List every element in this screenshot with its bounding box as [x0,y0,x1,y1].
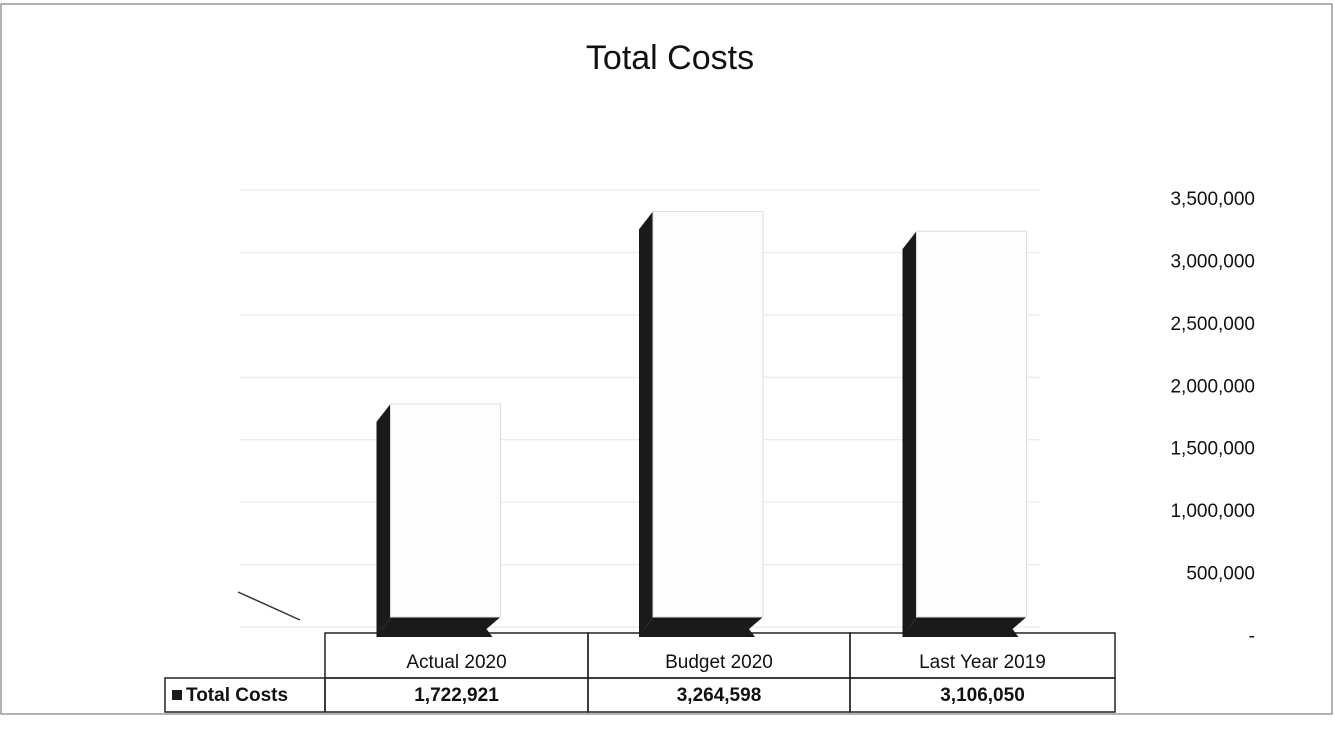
data-label: 1,722,921 [414,685,499,706]
x-tick-label: Last Year 2019 [919,652,1046,673]
bar-floor [639,617,763,637]
bar-floor-shadow [639,617,659,637]
y-tick-label: 2,500,000 [1170,314,1255,335]
x-tick-label: Budget 2020 [665,652,773,673]
y-tick-label: 1,500,000 [1170,439,1255,460]
y-tick-label: 500,000 [1186,564,1255,585]
y-tick-label: 2,000,000 [1170,376,1255,397]
y-tick-label: - [1249,626,1255,647]
bar-floor [376,617,501,637]
bar-side [376,403,391,637]
table-cell [849,677,1116,713]
chart-title: Total Costs [586,39,754,77]
data-label: 3,106,050 [940,685,1025,706]
x-tick-label: Actual 2020 [406,652,506,673]
bar-floor-shadow [902,617,923,637]
bar-floor-shadow [376,617,397,637]
bar [916,230,1027,618]
data-label: 3,264,598 [677,685,762,706]
y-tick-label: 3,000,000 [1170,251,1255,272]
legend-swatch [172,690,182,700]
y-tick-label: 3,500,000 [1170,189,1255,210]
y-tick-label: 1,000,000 [1170,501,1255,522]
floor-edge [237,591,301,621]
legend-label: Total Costs [186,685,288,706]
bar [652,210,764,618]
legend-cell [164,677,326,713]
bar [390,403,501,618]
bar-floor [902,617,1027,637]
bar-side [639,211,653,638]
bar-side [902,231,917,637]
